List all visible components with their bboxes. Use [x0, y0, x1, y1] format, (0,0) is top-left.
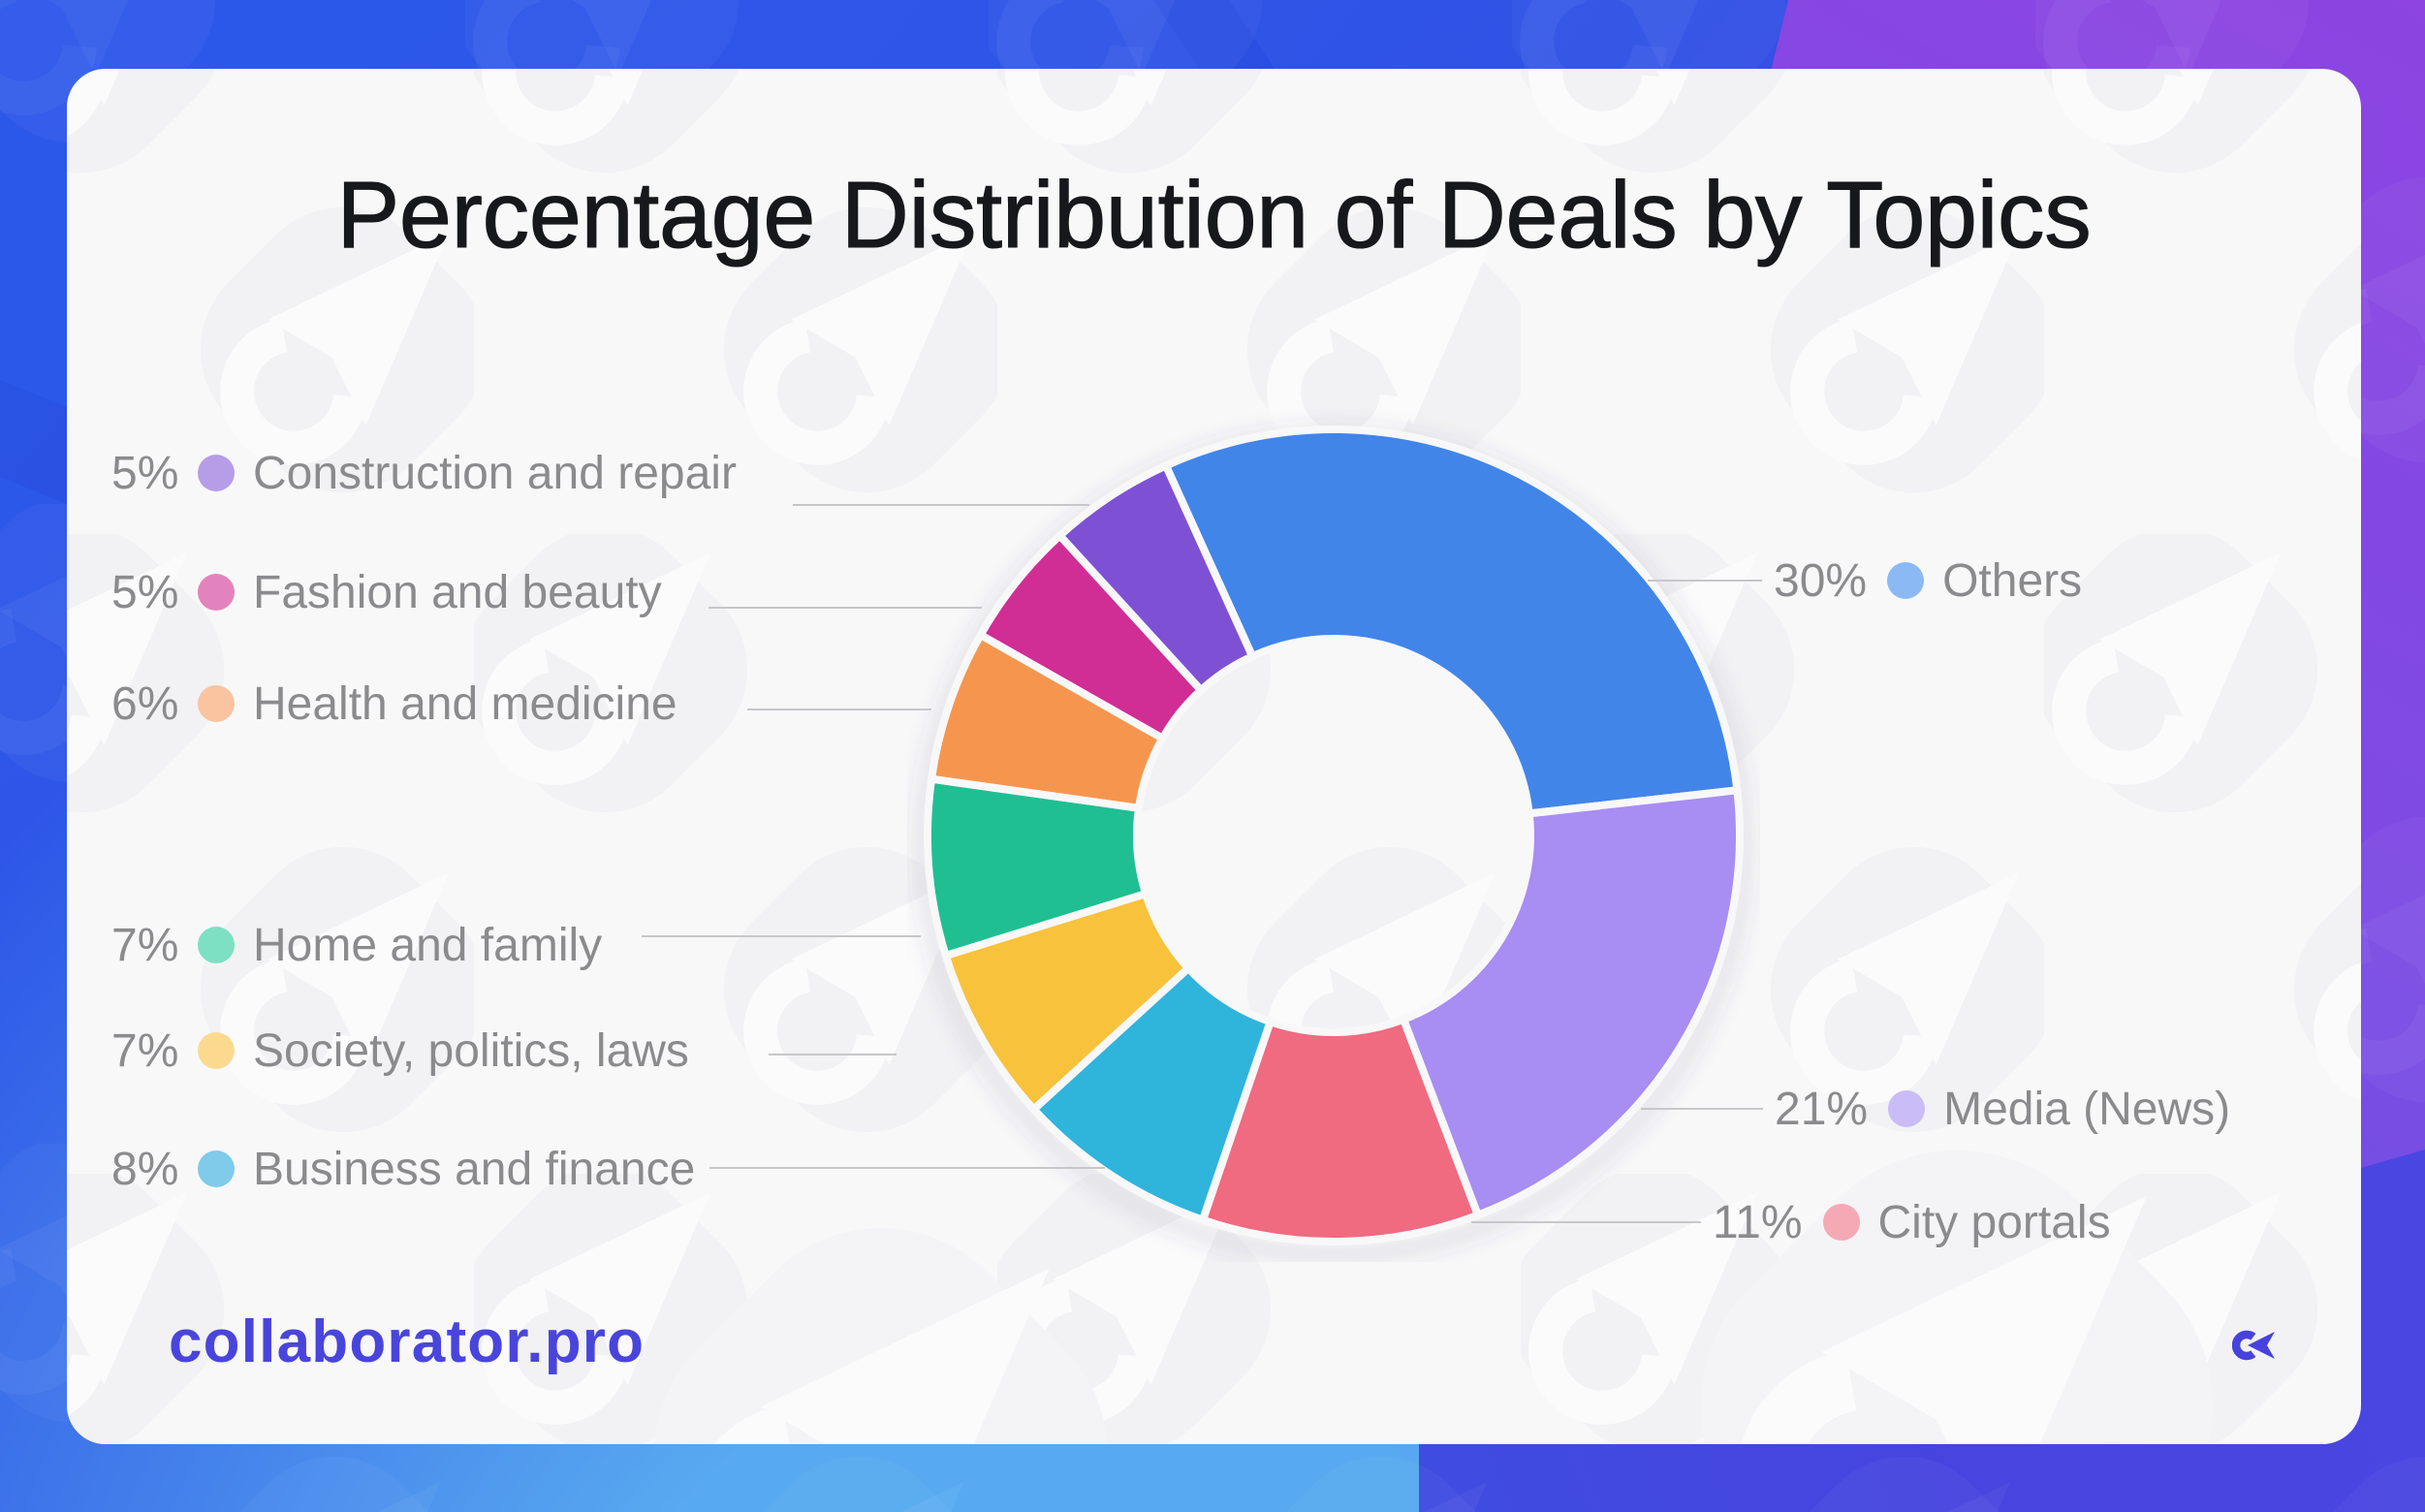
legend-label: Home and family — [253, 919, 603, 971]
legend-label: Society, politics, laws — [253, 1024, 689, 1077]
legend-value: 7% — [111, 919, 179, 971]
legend-item-home: 7% Home and family — [111, 918, 602, 972]
legend-dot-icon — [1822, 1204, 1860, 1241]
donut-slice-media-news — [1400, 786, 1744, 1219]
legend-item-fashion: 5% Fashion and beauty — [111, 565, 662, 619]
legend-value: 5% — [111, 447, 179, 499]
donut-svg — [915, 425, 1752, 1263]
legend-dot-icon — [198, 574, 235, 611]
legend-label: Health and medicine — [253, 677, 677, 730]
legend-dot-icon — [198, 685, 235, 722]
legend-dot-icon — [1888, 1090, 1926, 1127]
legend-dot-icon — [198, 1032, 235, 1069]
legend-item-media: 21% Media (News) — [1641, 1082, 2230, 1136]
donut-slice-city-portals — [1198, 1015, 1482, 1245]
legend-value: 30% — [1774, 554, 1868, 607]
leader-line-health — [747, 709, 931, 710]
chart-title: Percentage Distribution of Deals by Topi… — [336, 162, 2092, 268]
leader-line-fashion — [709, 607, 982, 609]
leader-line-city — [1471, 1221, 1701, 1223]
legend-value: 7% — [111, 1024, 179, 1077]
legend-label: Construction and repair — [253, 447, 737, 499]
leader-line-media — [1641, 1108, 1763, 1110]
legend-dot-icon — [1887, 562, 1925, 599]
legend-label: Business and finance — [253, 1143, 696, 1195]
chart-card: Percentage Distribution of Deals by Topi… — [67, 69, 2361, 1444]
legend-label: City portals — [1877, 1196, 2111, 1248]
legend-item-business: 8% Business and finance — [111, 1142, 695, 1196]
donut-chart — [907, 409, 1760, 1263]
legend-item-others: 30% Others — [1648, 553, 2082, 608]
legend-item-city: 11% City portals — [1471, 1195, 2111, 1249]
donut-slice-others — [1161, 425, 1742, 818]
legend-item-construction: 5% Construction and repair — [111, 446, 737, 500]
leader-line-society — [769, 1054, 897, 1055]
legend-dot-icon — [198, 1150, 235, 1187]
legend-value: 6% — [111, 677, 179, 730]
legend-label: Others — [1942, 554, 2083, 607]
legend-value: 8% — [111, 1143, 179, 1195]
leader-line-home — [642, 935, 921, 937]
legend-label: Media (News) — [1943, 1083, 2231, 1135]
leader-line-business — [709, 1167, 1105, 1169]
leader-line-others — [1648, 580, 1762, 582]
legend-value: 5% — [111, 566, 179, 618]
legend-dot-icon — [198, 455, 235, 491]
legend-value: 11% — [1713, 1196, 1803, 1248]
legend-item-health: 6% Health and medicine — [111, 677, 677, 731]
brand-site-link[interactable]: collaborator.pro — [169, 1308, 646, 1375]
legend-value: 21% — [1775, 1083, 1869, 1135]
legend-label: Fashion and beauty — [253, 566, 662, 618]
donut-slice-construction-and-repair — [1055, 461, 1257, 695]
leader-line-construction — [793, 504, 1089, 506]
legend-dot-icon — [198, 927, 235, 963]
legend-item-society: 7% Society, politics, laws — [111, 1024, 689, 1078]
collaborator-logo-icon — [2232, 1330, 2275, 1361]
